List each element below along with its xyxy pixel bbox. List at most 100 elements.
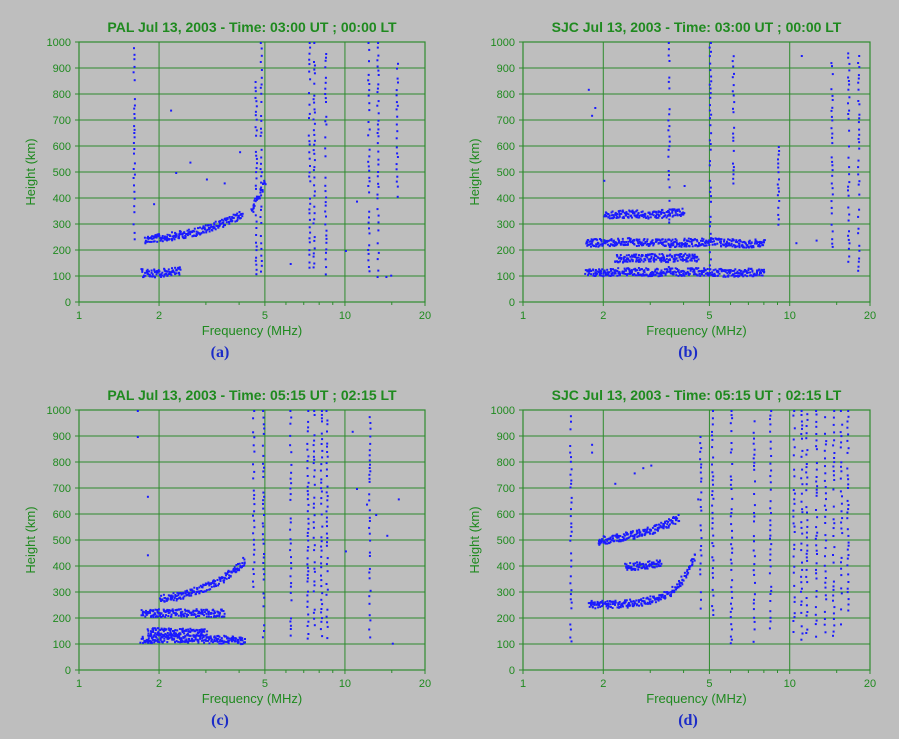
data-point <box>306 625 309 627</box>
data-point <box>162 275 165 278</box>
data-point <box>133 98 136 101</box>
data-point <box>675 519 678 522</box>
data-point <box>824 492 827 495</box>
data-point <box>312 502 315 505</box>
data-point <box>708 274 710 277</box>
data-point <box>816 485 819 488</box>
panel-caption: (a) <box>210 344 230 361</box>
data-point <box>666 214 669 217</box>
data-point <box>313 469 316 472</box>
data-point <box>313 514 316 517</box>
data-point <box>253 519 256 522</box>
data-point <box>815 468 818 471</box>
data-point <box>324 120 327 123</box>
data-point <box>654 268 657 271</box>
data-point <box>699 549 702 552</box>
data-point <box>326 625 329 628</box>
data-point <box>324 59 327 62</box>
data-point <box>145 270 148 272</box>
data-point <box>260 54 263 57</box>
data-point <box>605 605 608 608</box>
data-point <box>176 608 179 611</box>
data-point <box>290 463 293 466</box>
data-point <box>309 231 312 234</box>
data-point <box>693 553 696 556</box>
data-point <box>738 244 741 247</box>
data-point <box>320 540 323 543</box>
data-point <box>321 525 324 528</box>
y-tick-label: 1000 <box>47 37 71 49</box>
data-point <box>631 274 634 276</box>
data-point <box>183 231 186 234</box>
data-point <box>187 628 190 631</box>
data-point <box>624 243 627 246</box>
data-point <box>770 469 773 472</box>
data-point <box>623 267 626 270</box>
data-point <box>312 149 315 152</box>
data-point <box>307 522 310 525</box>
data-point <box>133 197 136 200</box>
data-point <box>616 274 619 277</box>
data-point <box>306 460 309 462</box>
data-point <box>664 214 667 217</box>
data-point <box>255 234 258 236</box>
data-point <box>368 216 370 219</box>
data-point <box>728 269 731 272</box>
data-point <box>222 581 225 584</box>
data-point <box>290 451 293 454</box>
data-point <box>570 559 573 562</box>
data-point <box>259 235 262 237</box>
data-point <box>171 238 174 241</box>
data-point <box>626 237 629 240</box>
data-point <box>262 423 265 426</box>
data-point <box>728 244 731 247</box>
data-point <box>673 255 676 258</box>
data-point <box>588 240 591 243</box>
data-point <box>313 194 316 197</box>
data-point <box>154 608 157 611</box>
data-point <box>638 216 641 219</box>
data-point <box>841 532 844 535</box>
data-point <box>146 640 149 643</box>
data-point <box>260 127 262 130</box>
data-point <box>777 158 779 161</box>
data-point <box>637 267 640 269</box>
data-point <box>150 271 153 274</box>
data-point <box>397 498 400 501</box>
data-point <box>186 229 189 232</box>
data-point <box>146 554 149 557</box>
data-point <box>155 273 158 276</box>
data-point <box>253 410 256 412</box>
data-point <box>368 555 371 557</box>
data-point <box>208 227 211 230</box>
data-point <box>665 520 668 523</box>
data-point <box>289 434 292 437</box>
data-point <box>778 150 781 152</box>
data-point <box>792 489 795 491</box>
x-tick-label: 5 <box>706 678 712 690</box>
data-point <box>306 498 309 501</box>
data-point <box>377 74 380 76</box>
data-point <box>396 115 399 118</box>
data-point <box>712 237 715 240</box>
data-point <box>805 425 808 427</box>
data-point <box>142 611 145 614</box>
data-point <box>625 241 628 243</box>
data-point <box>148 275 151 277</box>
data-point <box>734 244 737 247</box>
data-point <box>324 176 327 179</box>
data-point <box>319 469 322 472</box>
data-point <box>173 238 176 241</box>
data-point <box>376 276 379 278</box>
data-point <box>631 216 633 219</box>
data-point <box>639 243 642 246</box>
data-point <box>661 253 664 255</box>
data-point <box>320 536 323 539</box>
data-point <box>158 270 161 273</box>
data-point <box>618 212 621 215</box>
data-point <box>171 597 174 600</box>
data-point <box>260 148 263 151</box>
data-point <box>752 608 755 611</box>
data-point <box>806 413 809 416</box>
data-point <box>178 232 181 235</box>
